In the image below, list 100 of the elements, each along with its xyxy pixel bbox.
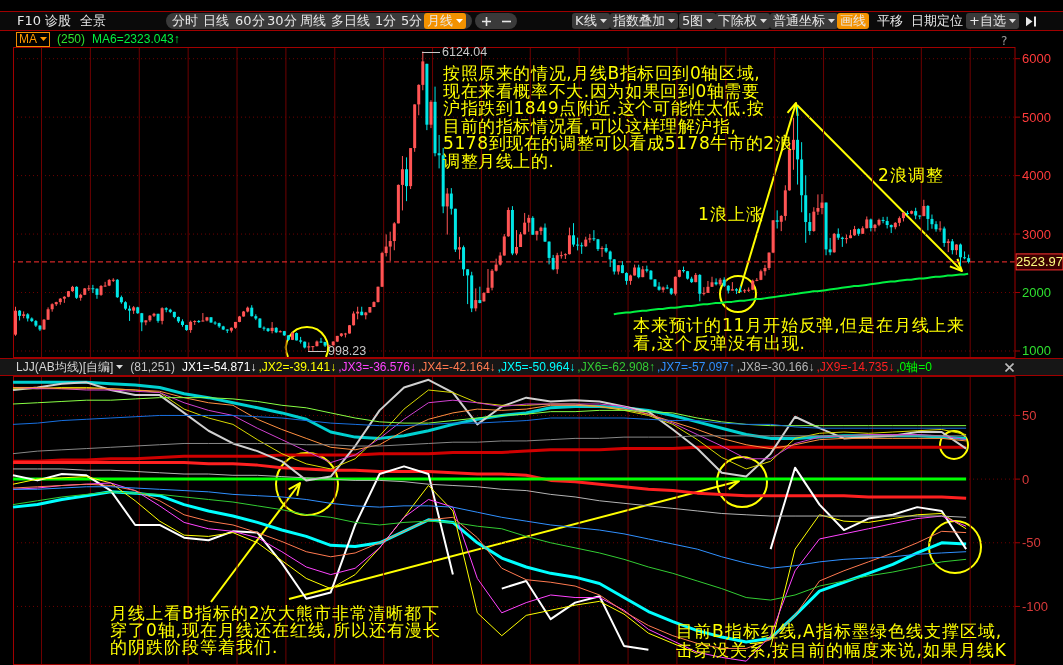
candlestick — [449, 187, 453, 216]
candlestick — [270, 321, 274, 334]
text: 下除权 — [718, 13, 757, 29]
candlestick — [934, 220, 938, 233]
text: +自选 — [969, 13, 1006, 29]
y-tick-label: 50 — [1022, 407, 1037, 423]
candlestick — [14, 306, 17, 337]
text: 1分 — [375, 13, 397, 29]
line-series — [12, 378, 968, 482]
text: 周线 — [300, 13, 326, 29]
candlestick — [515, 229, 518, 256]
candlestick — [539, 226, 543, 236]
candlestick — [555, 252, 559, 275]
candlestick — [698, 273, 702, 302]
text: ,JX9=-14.735↓ — [816, 360, 895, 374]
candlestick — [702, 286, 706, 296]
candlestick — [319, 337, 323, 344]
annotation: 6124.04 — [441, 45, 488, 59]
candlestick — [808, 212, 812, 236]
chart-subtitle: (81,251) — [130, 360, 176, 374]
chart-title: MA — [19, 32, 37, 46]
candlestick — [580, 241, 584, 255]
text: 30分 — [267, 13, 297, 29]
candlestick — [775, 209, 779, 230]
annotation: 2浪调整 — [878, 165, 944, 185]
text: JX1=-54.871↓ — [182, 360, 257, 374]
text: 分时 — [172, 13, 198, 29]
text: ,JX3=-36.576↓ — [338, 360, 416, 374]
line-series — [11, 461, 968, 500]
text: 画线 — [840, 13, 866, 29]
text: 指数叠加 — [613, 13, 665, 29]
candlestick — [213, 320, 217, 326]
candlestick — [474, 287, 478, 312]
text: F10 — [17, 13, 42, 29]
text: ,JX8=-30.166↓ — [736, 360, 815, 374]
candlestick — [714, 277, 718, 286]
candlestick — [462, 245, 466, 277]
candlestick — [95, 287, 99, 300]
candlestick — [926, 204, 930, 231]
line-series — [12, 491, 967, 601]
candlestick — [417, 83, 421, 116]
annotation: ? — [1001, 33, 1008, 50]
text: 日期定位 — [911, 13, 963, 29]
candlestick — [502, 233, 506, 257]
text: 普通坐标 — [773, 13, 825, 29]
y-tick-label: -50 — [1022, 535, 1041, 551]
candlestick — [567, 227, 571, 256]
chart-subtitle: (250) — [57, 32, 86, 46]
candlestick — [400, 155, 404, 211]
candlestick — [429, 99, 433, 129]
text: ,JX2=-39.141↓ — [258, 360, 337, 374]
text: 5分 — [401, 13, 423, 29]
candlestick — [791, 117, 795, 171]
line-series — [12, 486, 967, 569]
text: K线 — [575, 13, 597, 29]
annotation: 1浪上涨 — [698, 204, 764, 224]
candlestick — [388, 231, 392, 262]
candlestick — [812, 206, 816, 233]
candlestick — [91, 284, 95, 294]
candlestick — [201, 312, 205, 322]
candlestick — [673, 275, 677, 297]
text: 诊股 — [45, 13, 71, 29]
annotation: 998.23 — [327, 344, 367, 358]
candlestick — [531, 215, 535, 236]
y-tick-label: 3000 — [1022, 226, 1051, 242]
candlestick — [938, 220, 942, 233]
text: ,JX4=-42.164↓ — [417, 360, 496, 374]
candlestick — [881, 216, 885, 224]
text: 月线 — [427, 13, 453, 29]
text: ,0轴=0 — [896, 358, 932, 376]
y-tick-label: 1000 — [1022, 343, 1051, 359]
chart-title: LJJ(AB均线)[自编] — [16, 358, 114, 376]
candlestick — [763, 264, 767, 277]
text: ,JX5=-50.964↓ — [497, 360, 576, 374]
line-series — [612, 272, 970, 316]
line-series — [12, 468, 967, 518]
text: 多日线 — [331, 13, 370, 29]
text: ,JX6=-62.908↑ — [577, 360, 656, 374]
candlestick — [262, 325, 266, 332]
text: MA6=2323.043↑ — [92, 32, 180, 46]
candlestick — [600, 245, 604, 258]
candlestick — [657, 281, 661, 292]
candlestick — [661, 286, 665, 294]
candlestick — [115, 278, 119, 299]
ref-line-label: 2523.97 — [1016, 254, 1063, 270]
candlestick — [572, 222, 576, 248]
text: 平移 — [877, 13, 903, 29]
candlestick — [384, 233, 388, 257]
y-tick-label: 6000 — [1022, 51, 1051, 67]
candlestick — [466, 268, 470, 305]
text: 5图 — [682, 13, 704, 29]
candlestick — [796, 106, 800, 186]
candlestick — [457, 236, 461, 260]
candlestick — [152, 312, 156, 318]
candlestick — [421, 50, 425, 91]
line-series — [12, 397, 967, 427]
text: 60分 — [235, 13, 265, 29]
text: ,JX7=-57.097↑ — [657, 360, 735, 374]
candlestick — [816, 193, 820, 216]
candlestick — [535, 230, 539, 241]
